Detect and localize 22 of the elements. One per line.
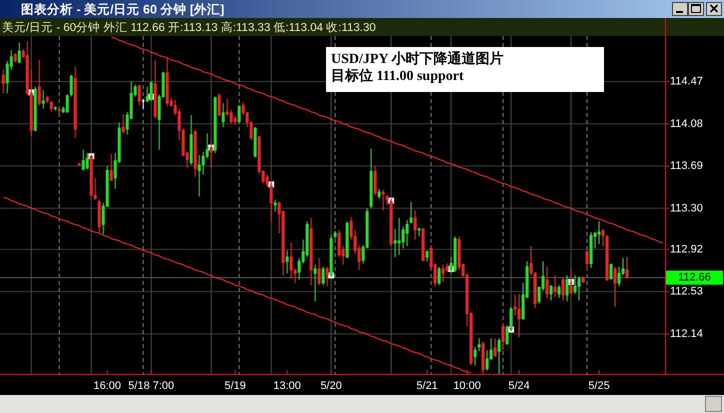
xtick: 5/20 (320, 380, 342, 392)
xtick: 5/25 (588, 380, 610, 392)
ytick: 113.30 (670, 202, 703, 214)
ytick: 112.92 (670, 243, 703, 256)
xtick: 5/18 7:00 (128, 380, 174, 392)
ref-line-label: 112.66 (678, 272, 711, 284)
annotation: 美元/日元 - 60分钟 外汇 112.66 开:113.13 高:113.33 低:113.04 收:113.30 (2, 22, 376, 34)
xtick: 16:00 (93, 380, 122, 392)
title: 图表分析 - 美元/日元 60 分钟 [外汇] (21, 2, 224, 16)
xtick: 10:00 (453, 380, 481, 392)
ytick: 112.14 (670, 328, 703, 340)
annotation: 目标位 111.00 support (331, 69, 464, 84)
ytick: 112.53 (670, 286, 703, 298)
xtick: 5/19 (224, 380, 246, 392)
xtick: 13:00 (273, 380, 301, 392)
annotation: USD/JPY 小时下降通道图片 (331, 52, 504, 67)
xtick: 5/24 (508, 380, 530, 392)
ref-label: 112.66 (666, 270, 723, 285)
ytick: 114.47 (670, 76, 703, 88)
ytick: 113.69 (670, 160, 703, 172)
xtick: 5/21 (416, 380, 438, 392)
ytick: 114.08 (670, 118, 703, 130)
